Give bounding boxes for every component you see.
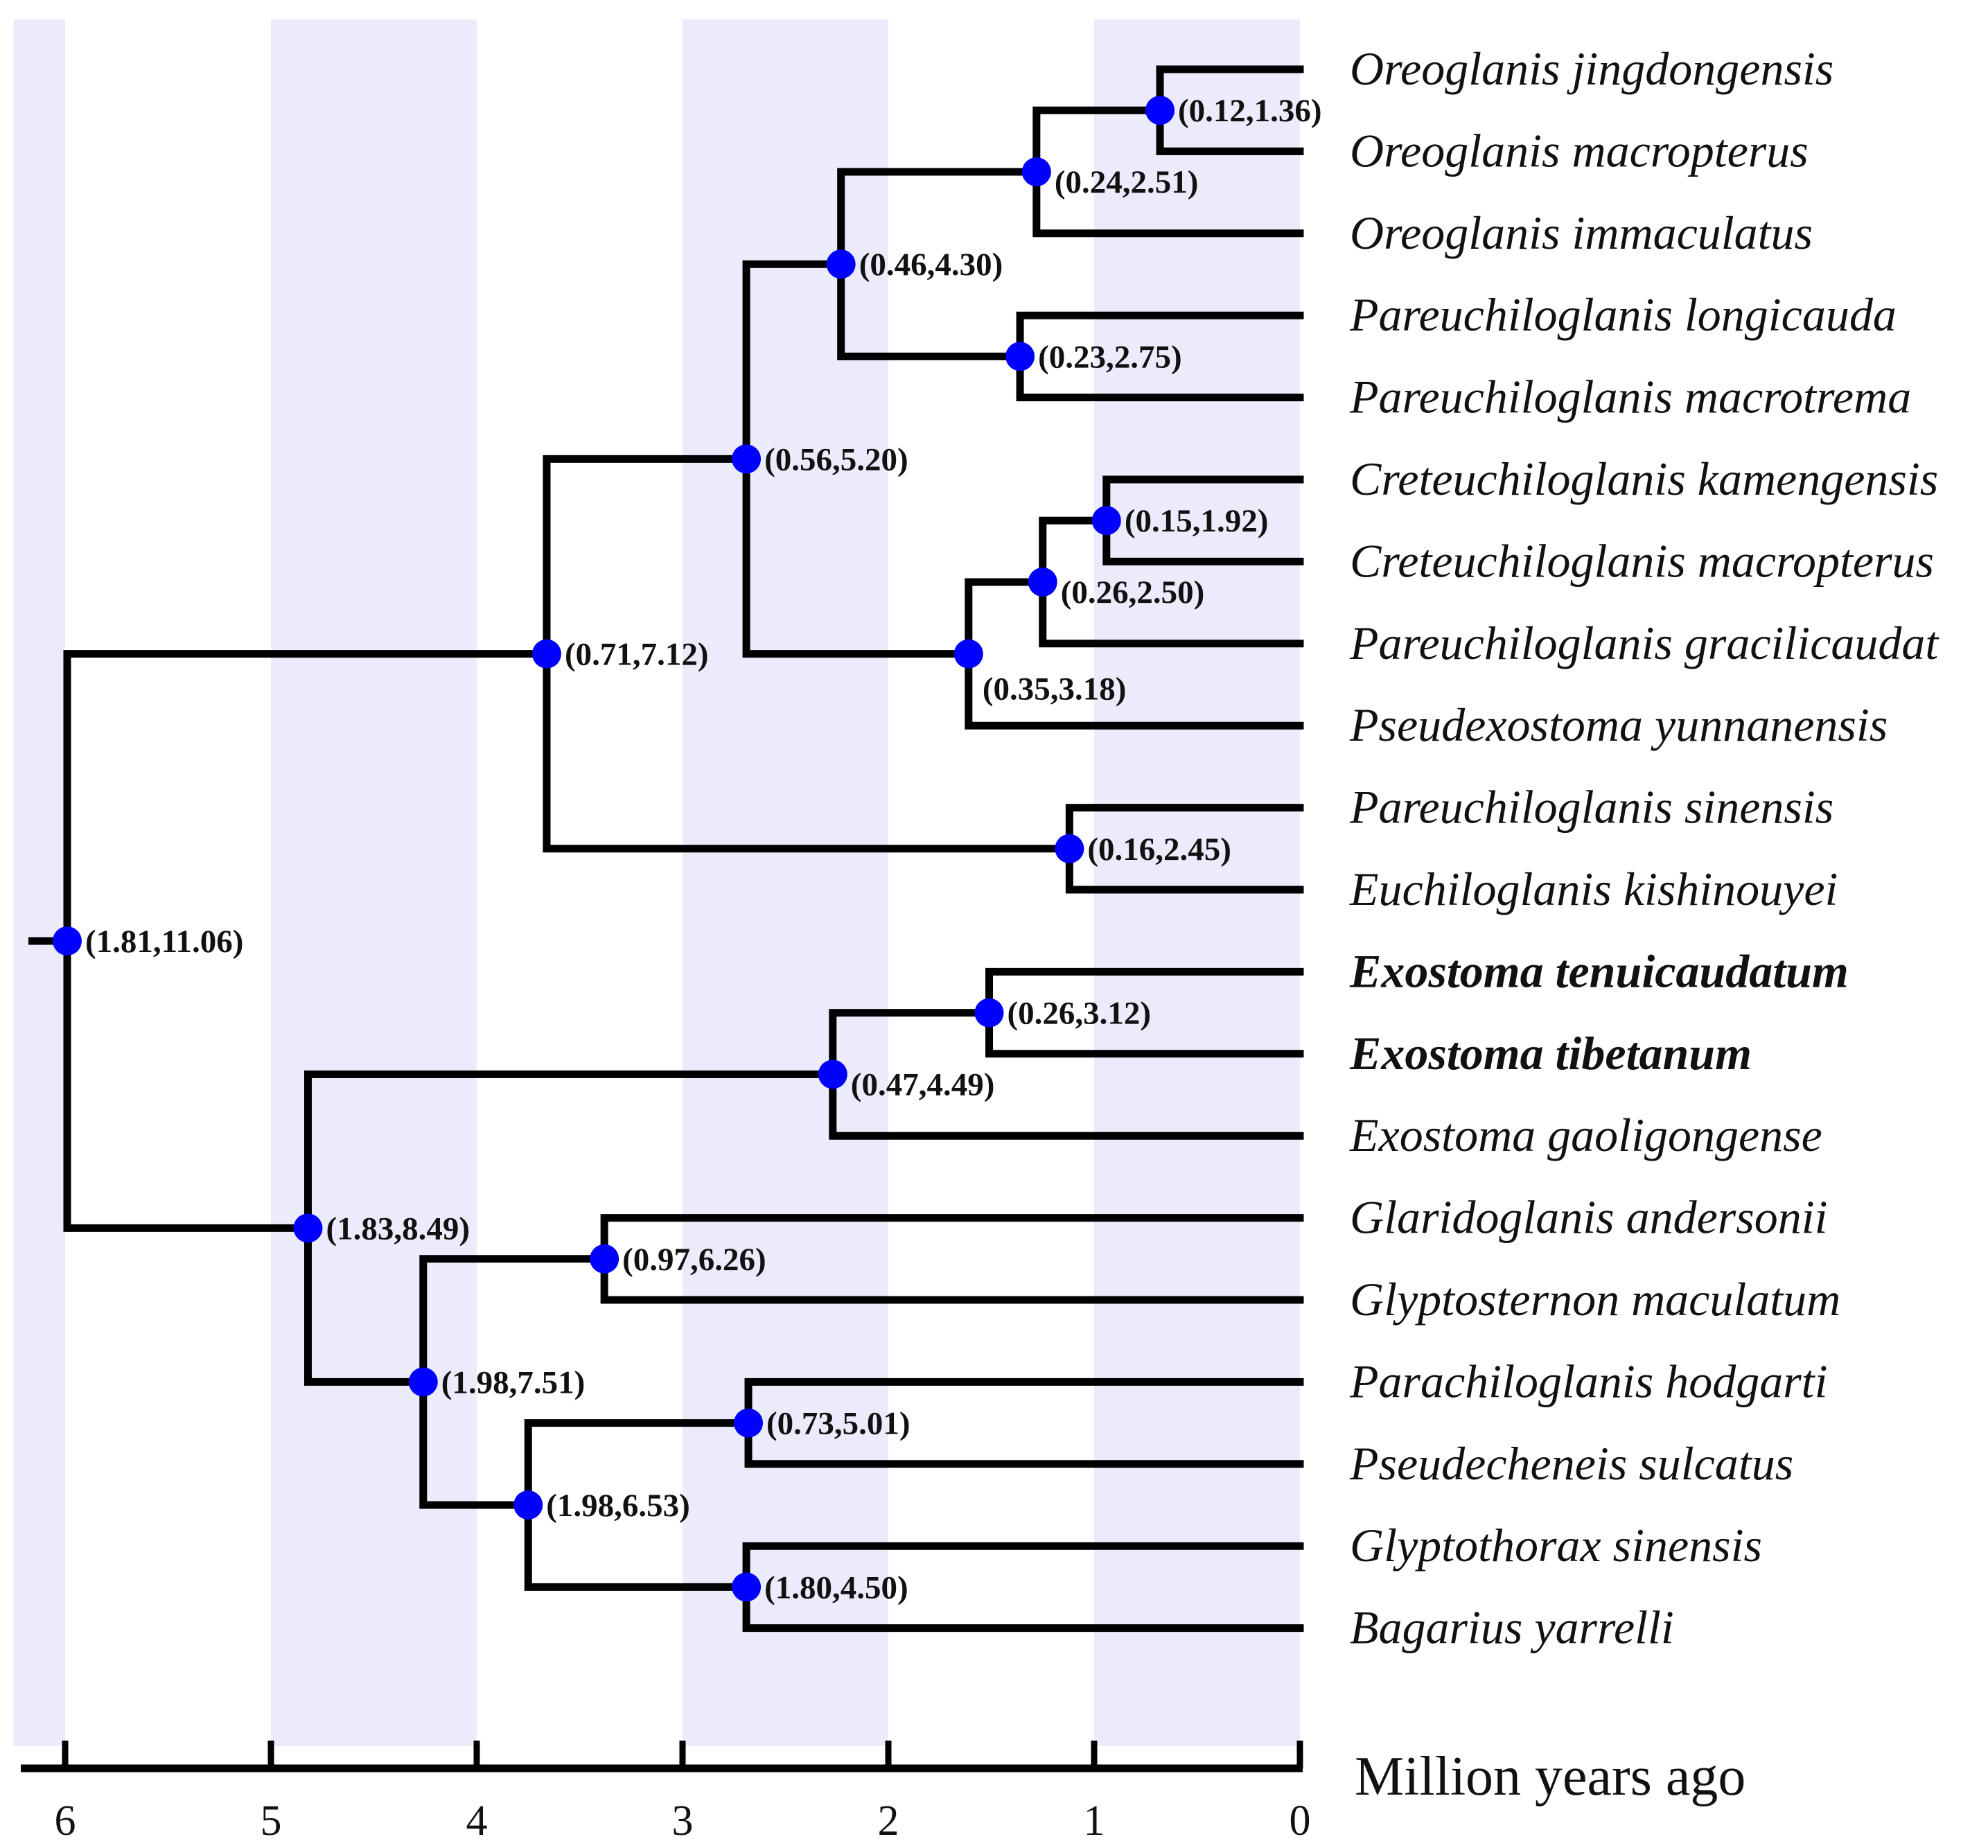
node-marker bbox=[408, 1367, 438, 1397]
node-marker bbox=[52, 926, 82, 956]
node-marker bbox=[531, 639, 561, 669]
taxon-label: Pareuchiloglanis longicauda bbox=[1349, 288, 1897, 341]
taxon-label: Exostoma tenuicaudatum bbox=[1349, 944, 1849, 997]
node-age-label: (1.83,8.49) bbox=[326, 1211, 470, 1247]
node-age-label: (1.81,11.06) bbox=[85, 924, 243, 960]
node-marker bbox=[732, 1572, 762, 1602]
node-marker bbox=[1055, 834, 1084, 863]
tree-nodes: (0.12,1.36) (0.24,2.51) (0.23,2.75) (0.46,4… bbox=[52, 93, 1322, 1605]
node-marker bbox=[953, 639, 983, 669]
node-marker bbox=[734, 1408, 764, 1438]
node-age-label: (0.71,7.12) bbox=[565, 637, 709, 673]
node-marker bbox=[1091, 506, 1121, 536]
node-marker bbox=[1028, 567, 1057, 597]
axis-tick-label: 2 bbox=[878, 1797, 899, 1845]
taxon-label: Glaridoglanis andersonii bbox=[1350, 1191, 1828, 1244]
node-marker bbox=[590, 1244, 619, 1274]
node-age-label: (0.15,1.92) bbox=[1125, 503, 1269, 539]
axis-tick-label: 6 bbox=[55, 1797, 76, 1845]
node-age-label: (0.16,2.45) bbox=[1087, 831, 1231, 868]
node-marker bbox=[732, 444, 762, 474]
taxon-label: Creteuchiloglanis kamengensis bbox=[1350, 452, 1938, 505]
node-marker bbox=[974, 998, 1004, 1028]
taxon-label: Glyptothorax sinensis bbox=[1350, 1519, 1762, 1572]
node-age-label: (0.26,2.50) bbox=[1061, 574, 1205, 610]
node-marker bbox=[1005, 342, 1035, 371]
node-age-label: (0.24,2.51) bbox=[1055, 164, 1199, 200]
taxon-label: Pseudexostoma yunnanensis bbox=[1349, 698, 1888, 751]
time-band bbox=[271, 19, 477, 1746]
time-band bbox=[13, 19, 65, 1746]
node-marker bbox=[818, 1059, 847, 1089]
time-axis: 6 5 4 3 2 1 0 Million years ago bbox=[21, 1741, 1745, 1845]
taxon-label: Parachiloglanis hodgarti bbox=[1349, 1355, 1827, 1407]
node-marker bbox=[1145, 96, 1175, 125]
taxon-label: Oreoglanis macropterus bbox=[1350, 124, 1809, 177]
taxon-label: Pareuchiloglanis gracilicaudat bbox=[1349, 617, 1939, 669]
node-age-label: (0.46,4.30) bbox=[859, 247, 1003, 283]
node-marker bbox=[1021, 157, 1051, 186]
node-age-label: (0.35,3.18) bbox=[983, 671, 1127, 707]
time-band bbox=[1094, 19, 1300, 1746]
taxon-labels: Oreoglanis jingdongensis Oreoglanis macro… bbox=[1349, 42, 1939, 1654]
taxon-label: Exostoma tibetanum bbox=[1349, 1027, 1752, 1080]
node-age-label: (0.12,1.36) bbox=[1178, 93, 1322, 129]
time-band bbox=[683, 19, 888, 1746]
axis-ticks: 6 5 4 3 2 1 0 bbox=[55, 1741, 1311, 1845]
taxon-label: Oreoglanis immaculatus bbox=[1350, 206, 1813, 259]
node-marker bbox=[293, 1213, 323, 1243]
node-age-label: (0.47,4.49) bbox=[851, 1066, 995, 1102]
taxon-label: Pareuchiloglanis sinensis bbox=[1349, 781, 1833, 834]
node-marker bbox=[826, 249, 856, 279]
axis-tick-label: 3 bbox=[672, 1797, 694, 1845]
taxon-label: Pseudecheneis sulcatus bbox=[1349, 1437, 1793, 1490]
taxon-label: Exostoma gaoligongense bbox=[1349, 1109, 1822, 1161]
node-age-label: (0.73,5.01) bbox=[766, 1406, 911, 1442]
node-age-label: (0.23,2.75) bbox=[1038, 339, 1182, 375]
node-age-label: (1.98,6.53) bbox=[546, 1488, 690, 1524]
taxon-label: Oreoglanis jingdongensis bbox=[1350, 42, 1833, 95]
taxon-label: Euchiloglanis kishinouyei bbox=[1349, 863, 1838, 915]
axis-title: Million years ago bbox=[1355, 1746, 1745, 1807]
node-age-label: (0.97,6.26) bbox=[622, 1242, 766, 1278]
axis-tick-label: 4 bbox=[466, 1797, 488, 1845]
axis-tick-label: 5 bbox=[261, 1797, 282, 1845]
axis-tick-label: 1 bbox=[1084, 1797, 1105, 1845]
node-age-label: (0.56,5.20) bbox=[764, 441, 908, 477]
taxon-label: Pareuchiloglanis macrotrema bbox=[1349, 371, 1911, 423]
node-age-label: (1.98,7.51) bbox=[441, 1364, 586, 1400]
node-age-label: (0.26,3.12) bbox=[1008, 996, 1152, 1032]
taxon-label: Bagarius yarrelli bbox=[1350, 1601, 1674, 1654]
taxon-label: Creteuchiloglanis macropterus bbox=[1350, 534, 1934, 587]
node-marker bbox=[513, 1490, 543, 1520]
node-age-label: (1.80,4.50) bbox=[764, 1569, 908, 1605]
axis-tick-label: 0 bbox=[1290, 1797, 1311, 1845]
taxon-label: Glyptosternon maculatum bbox=[1350, 1273, 1840, 1326]
time-bands bbox=[13, 19, 1300, 1746]
